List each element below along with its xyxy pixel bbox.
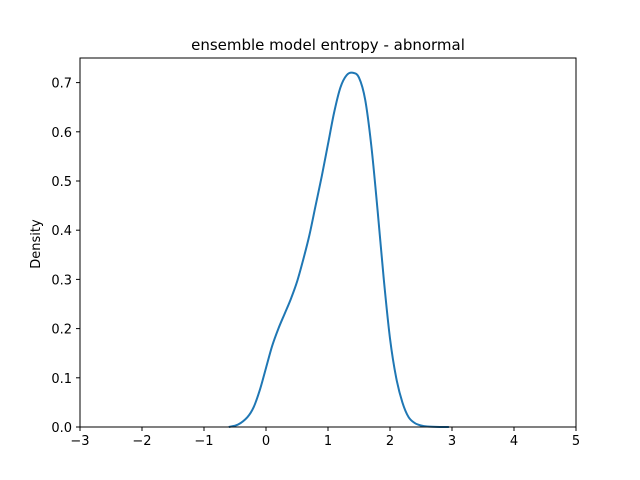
y-axis-label: Density [29,219,44,269]
y-tick-label: 0.2 [51,323,72,338]
x-tick-label: −1 [194,434,213,449]
y-tick-label: 0.1 [51,372,72,387]
chart-title: ensemble model entropy - abnormal [191,36,465,54]
plot-area-frame [79,57,577,428]
x-tick-label: −2 [132,434,151,449]
y-tick-label: 0.5 [51,175,72,190]
x-tick-label: −3 [70,434,89,449]
x-tick-label: 4 [510,434,518,449]
y-tick-label: 0.4 [51,224,72,239]
x-tick-label: 3 [448,434,456,449]
y-tick-label: 0.6 [51,126,72,141]
density-curve-line [228,71,449,428]
x-tick-label: 0 [262,434,270,449]
y-tick-label: 0.7 [51,77,72,92]
y-tick-label: 0.0 [51,421,72,436]
x-tick-label: 5 [572,434,580,449]
axis-ticks: −3 −2 −1 0 1 2 3 4 5 0.0 0.1 0.2 0.3 0.4 0.5 0.6 0.7 [51,77,580,449]
x-tick-label: 1 [324,434,332,449]
x-tick-label: 2 [386,434,394,449]
y-tick-label: 0.3 [51,273,72,288]
